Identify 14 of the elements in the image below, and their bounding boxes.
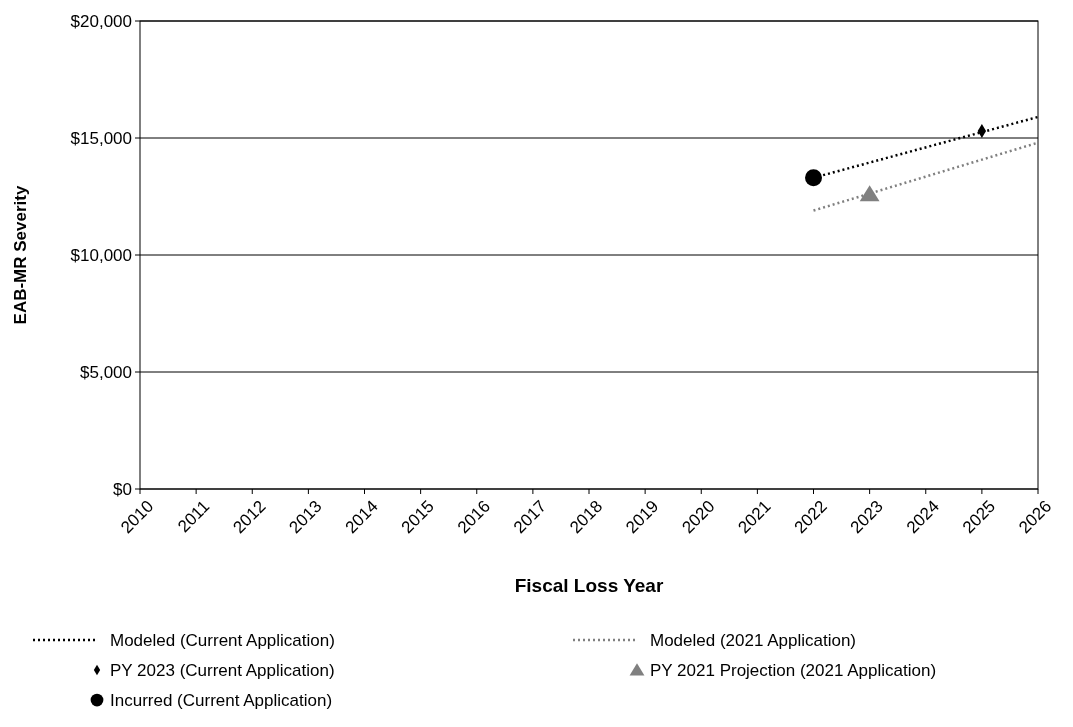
y-tick-label: $0 — [113, 479, 132, 499]
y-tick-label: $20,000 — [70, 11, 132, 31]
x-axis-title: Fiscal Loss Year — [514, 575, 664, 596]
legend-label: Modeled (2021 Application) — [650, 630, 857, 650]
legend-label: Modeled (Current Application) — [110, 630, 335, 650]
legend-label: PY 2021 Projection (2021 Application) — [650, 660, 937, 680]
y-tick-label: $10,000 — [70, 245, 132, 265]
y-tick-label: $5,000 — [80, 362, 132, 382]
point — [859, 185, 880, 202]
point — [805, 169, 822, 187]
legend-label: PY 2023 (Current Application) — [110, 660, 335, 680]
y-axis-title: EAB-MR Severity — [11, 185, 30, 325]
legend-label: Incurred (Current Application) — [110, 690, 333, 710]
y-tick-label: $15,000 — [70, 128, 132, 148]
